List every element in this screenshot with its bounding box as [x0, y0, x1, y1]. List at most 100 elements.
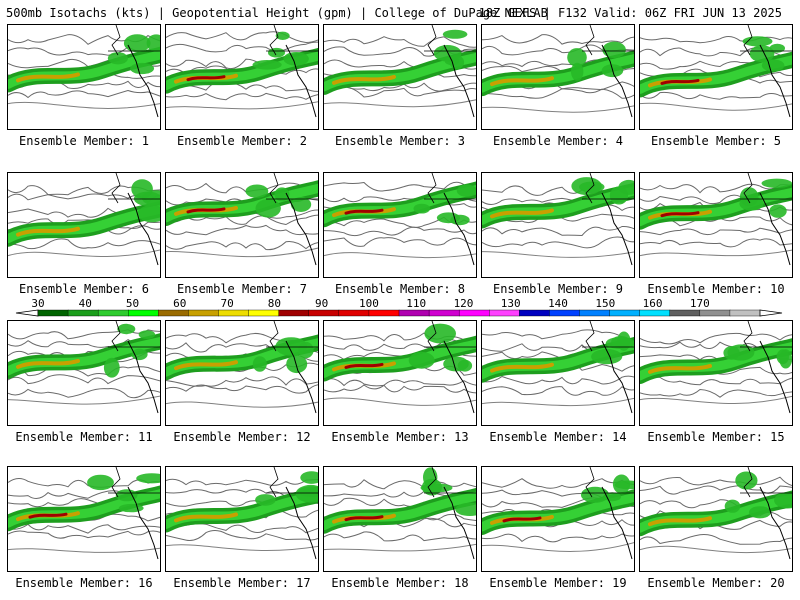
ensemble-map-panel	[481, 24, 635, 130]
colorbar-tick-label: 70	[220, 297, 233, 310]
ensemble-member-label: Ensemble Member: 15	[647, 430, 785, 444]
ensemble-map-panel	[481, 172, 635, 278]
colorbar-segment	[158, 309, 189, 317]
ensemble-member-label: Ensemble Member: 13	[331, 430, 469, 444]
ensemble-member-label: Ensemble Member: 7	[176, 282, 308, 296]
ensemble-map-panel	[7, 172, 161, 278]
ensemble-member-label: Ensemble Member: 1	[18, 134, 150, 148]
map-graphic	[166, 321, 318, 414]
ensemble-member-label: Ensemble Member: 17	[173, 576, 311, 590]
colorbar-tick-label: 110	[406, 297, 426, 310]
ensemble-member-label: Ensemble Member: 16	[15, 576, 153, 590]
ensemble-member-label: Ensemble Member: 20	[647, 576, 785, 590]
map-graphic	[8, 173, 160, 266]
colorbar-tick-label: 160	[643, 297, 663, 310]
ensemble-map-panel	[481, 466, 635, 572]
ensemble-map-panel	[639, 24, 793, 130]
colorbar-segment	[188, 309, 219, 317]
colorbar-segment	[699, 309, 731, 317]
colorbar-tick-label: 40	[79, 297, 92, 310]
ensemble-map-panel	[639, 172, 793, 278]
map-graphic	[324, 467, 476, 560]
ensemble-map-panel	[639, 466, 793, 572]
colorbar-tick-label: 170	[690, 297, 710, 310]
ensemble-map-panel	[165, 24, 319, 130]
colorbar-segment	[128, 309, 159, 317]
ensemble-map-panel	[7, 466, 161, 572]
wind-speed-colorbar: 30 40 50 60 70 80 90 100 110 120 130 140 150 160 170	[15, 297, 783, 317]
colorbar-segment	[639, 309, 671, 317]
ensemble-map-panel	[481, 320, 635, 426]
ensemble-member-label: Ensemble Member: 19	[489, 576, 627, 590]
ensemble-map-panel	[323, 320, 477, 426]
colorbar-arrow-right	[759, 309, 783, 317]
ensemble-map-panel	[7, 320, 161, 426]
colorbar-segment	[729, 309, 761, 317]
ensemble-map-panel	[165, 320, 319, 426]
colorbar-tick-label: 60	[173, 297, 186, 310]
map-graphic	[640, 25, 792, 118]
colorbar-segment	[248, 309, 280, 317]
colorbar-segment	[519, 309, 550, 317]
ensemble-member-label: Ensemble Member: 3	[334, 134, 466, 148]
colorbar-segment	[609, 309, 641, 317]
colorbar-segment	[458, 309, 490, 317]
ensemble-member-label: Ensemble Member: 11	[15, 430, 153, 444]
map-graphic	[482, 25, 634, 118]
map-graphic	[640, 173, 792, 266]
colorbar-tick-label: 80	[268, 297, 281, 310]
header-title-left: 500mb Isotachs (kts) | Geopotential Heig…	[6, 6, 548, 20]
map-graphic	[8, 467, 160, 560]
colorbar-segment	[218, 309, 250, 317]
ensemble-member-label: Ensemble Member: 5	[650, 134, 782, 148]
ensemble-member-label: Ensemble Member: 8	[334, 282, 466, 296]
colorbar-segment	[398, 309, 430, 317]
colorbar-segment	[278, 309, 310, 317]
map-graphic	[324, 173, 476, 266]
map-graphic	[166, 467, 318, 560]
colorbar-tick-label: 120	[454, 297, 474, 310]
ensemble-member-label: Ensemble Member: 4	[492, 134, 624, 148]
ensemble-map-panel	[7, 24, 161, 130]
map-graphic	[8, 25, 160, 118]
ensemble-member-label: Ensemble Member: 12	[173, 430, 311, 444]
map-graphic	[324, 321, 476, 414]
ensemble-member-label: Ensemble Member: 9	[492, 282, 624, 296]
ensemble-member-label: Ensemble Member: 18	[331, 576, 469, 590]
colorbar-segment	[579, 309, 611, 317]
map-graphic	[640, 467, 792, 560]
colorbar-segment	[428, 309, 460, 317]
ensemble-member-label: Ensemble Member: 10	[647, 282, 785, 296]
map-graphic	[8, 321, 160, 414]
colorbar-tick-label: 150	[595, 297, 615, 310]
ensemble-member-label: Ensemble Member: 6	[18, 282, 150, 296]
ensemble-map-panel	[165, 466, 319, 572]
ensemble-member-label: Ensemble Member: 14	[489, 430, 627, 444]
map-graphic	[640, 321, 792, 414]
map-graphic	[324, 25, 476, 118]
colorbar-segment	[669, 309, 701, 317]
colorbar-tick-label: 140	[548, 297, 568, 310]
colorbar-segment	[37, 309, 69, 317]
ensemble-map-panel	[323, 24, 477, 130]
colorbar-segment	[549, 309, 580, 317]
colorbar-segment	[338, 309, 370, 317]
colorbar-tick-label: 50	[126, 297, 139, 310]
colorbar-segment	[489, 309, 520, 317]
header-title-right: 18Z GEFS | F132 Valid: 06Z FRI JUN 13 20…	[478, 6, 782, 20]
colorbar-arrow-left	[15, 309, 39, 317]
map-graphic	[166, 25, 318, 118]
colorbar-tick-label: 100	[359, 297, 379, 310]
ensemble-member-label: Ensemble Member: 2	[176, 134, 308, 148]
ensemble-map-panel	[165, 172, 319, 278]
colorbar-segment	[97, 309, 129, 317]
colorbar-tick-label: 30	[31, 297, 44, 310]
map-graphic	[482, 467, 634, 560]
colorbar-segment	[308, 309, 340, 317]
colorbar-segment	[368, 309, 400, 317]
colorbar-tick-label: 90	[315, 297, 328, 310]
map-graphic	[482, 173, 634, 266]
colorbar-tick-label: 130	[501, 297, 521, 310]
ensemble-map-panel	[323, 466, 477, 572]
map-graphic	[166, 173, 318, 266]
